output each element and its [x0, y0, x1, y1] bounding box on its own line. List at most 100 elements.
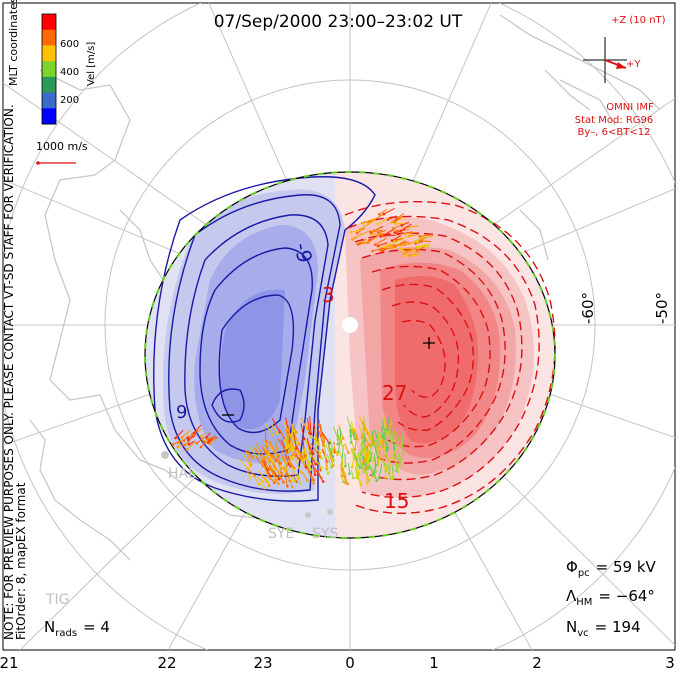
stat-model-line1: Stat Mod: RG96 — [575, 115, 654, 126]
velocity-vector-origin — [324, 455, 327, 459]
velocity-vector-origin — [205, 436, 208, 439]
velocity-vector-origin — [292, 479, 296, 483]
velocity-vector — [377, 242, 388, 247]
velocity-vector-origin — [303, 457, 307, 461]
velocity-vector-origin — [195, 442, 198, 445]
velocity-vector-origin — [379, 235, 383, 238]
velocity-vector-origin — [372, 472, 376, 476]
velocity-vector — [291, 423, 294, 440]
svg-text:SYS: SYS — [312, 526, 338, 542]
latitude-label-60: -60° — [579, 292, 597, 324]
velocity-vector-origin — [341, 437, 345, 440]
velocity-vector-origin — [375, 479, 379, 482]
velocity-vector — [360, 435, 367, 450]
velocity-vector-origin — [350, 441, 353, 444]
mlt-label-0: 0 — [345, 654, 355, 672]
velocity-vector-origin — [332, 458, 335, 462]
velocity-vector-origin — [368, 459, 372, 463]
velocity-vector-origin — [344, 481, 348, 485]
velocity-vector — [287, 472, 295, 482]
velocity-vector — [261, 460, 271, 477]
velocity-vector — [382, 432, 388, 447]
velocity-vector-origin — [393, 220, 396, 224]
velocity-vector-origin — [287, 462, 291, 466]
velocity-vector-origin — [367, 467, 370, 471]
velocity-vector — [329, 455, 334, 466]
imf-z-label: +Z (10 nT) — [611, 15, 666, 26]
velocity-vector-origin — [390, 440, 394, 444]
velocity-vector-origin — [312, 481, 316, 485]
velocity-vector-origin — [350, 230, 353, 234]
velocity-vector-origin — [315, 441, 319, 444]
velocity-vector-origin — [297, 443, 301, 446]
contour-label-negative-2: 9 — [176, 402, 187, 423]
velocity-vector-origin — [268, 484, 271, 488]
velocity-vector — [288, 459, 295, 469]
velocity-vector-origin — [385, 467, 389, 471]
velocity-vector-origin — [376, 463, 380, 467]
velocity-vector-origin — [393, 231, 397, 234]
velocity-vector-origin — [186, 437, 190, 440]
velocity-vector-origin — [174, 436, 177, 440]
velocity-vector-origin — [273, 481, 276, 485]
velocity-vector — [372, 468, 375, 478]
velocity-vector — [383, 207, 395, 215]
velocity-vector-origin — [171, 443, 175, 446]
velocity-vector — [361, 453, 367, 470]
velocity-vector-origin — [364, 466, 368, 470]
velocity-vector-origin — [391, 477, 394, 480]
colorbar-tick-400: 400 — [60, 67, 79, 78]
velocity-vector — [282, 420, 291, 436]
velocity-vector-origin — [344, 464, 347, 468]
velocity-vector-origin — [408, 235, 411, 238]
velocity-vector — [281, 448, 287, 464]
velocity-vector — [264, 468, 271, 479]
velocity-vector — [326, 441, 334, 457]
velocity-vector-origin — [291, 485, 294, 489]
velocity-vector — [291, 473, 298, 482]
velocity-vector — [349, 429, 352, 443]
imf-source-label: OMNI IMF — [606, 102, 654, 113]
velocity-vector — [395, 459, 399, 471]
velocity-vector — [380, 247, 396, 250]
velocity-vector — [394, 457, 397, 466]
velocity-vector — [271, 418, 281, 433]
velocity-colorbar — [41, 13, 57, 125]
velocity-vector — [301, 451, 312, 465]
velocity-vector — [384, 229, 393, 236]
preview-note: NOTE: FOR PREVIEW PURPOSES ONLY. PLEASE … — [2, 104, 16, 640]
velocity-vector-origin — [331, 448, 335, 452]
velocity-vector — [266, 452, 274, 463]
velocity-vector — [357, 238, 367, 245]
velocity-vector-origin — [382, 212, 386, 216]
velocity-vector — [379, 433, 381, 443]
velocity-vector — [350, 469, 354, 479]
velocity-vector-origin — [318, 455, 321, 458]
colorbar-segment — [42, 29, 56, 46]
velocity-vector-origin — [297, 477, 300, 481]
velocity-vector-origin — [282, 474, 285, 478]
velocity-vector — [351, 443, 358, 459]
colorbar-tick-600: 600 — [60, 39, 79, 50]
velocity-vector — [394, 216, 402, 223]
velocity-vector-origin — [326, 472, 330, 475]
velocity-vector-origin — [379, 457, 383, 460]
colorbar-segment — [42, 108, 56, 125]
velocity-vector — [350, 448, 358, 464]
velocity-vector — [245, 451, 254, 459]
velocity-vector — [378, 463, 383, 479]
velocity-vector — [276, 460, 282, 470]
velocity-vector-origin — [394, 238, 398, 242]
velocity-vector-origin — [333, 451, 337, 454]
velocity-vector — [395, 447, 401, 460]
velocity-vector-origin — [331, 455, 335, 458]
mlt-label-2: 2 — [532, 654, 542, 672]
velocity-vector — [300, 417, 309, 430]
velocity-vector — [272, 465, 284, 477]
velocity-vector-origin — [401, 249, 405, 252]
velocity-vector — [181, 430, 191, 438]
velocity-vector-origin — [415, 246, 418, 249]
velocity-vector — [387, 215, 397, 220]
velocity-vector — [177, 442, 189, 448]
velocity-vector — [409, 251, 420, 257]
